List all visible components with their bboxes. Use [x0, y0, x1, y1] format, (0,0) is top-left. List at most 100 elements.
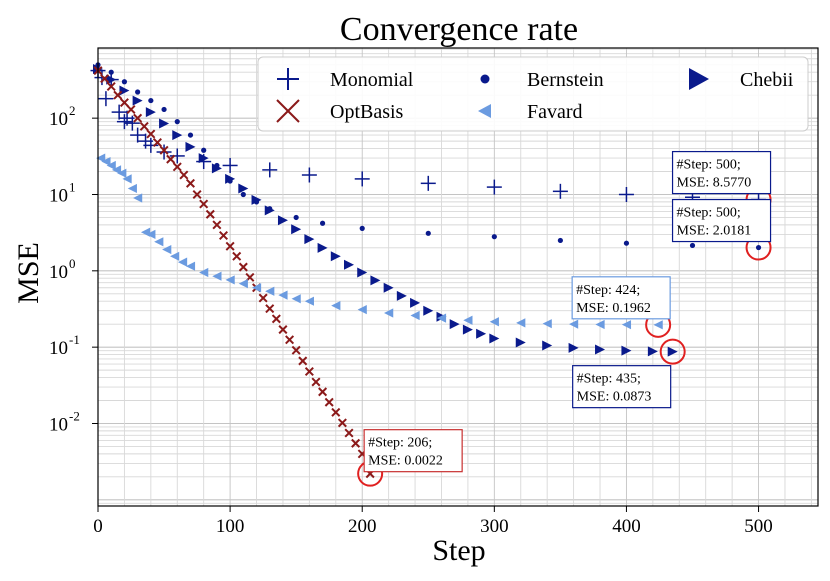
point-favard [212, 271, 222, 281]
point-optbasis [212, 220, 222, 230]
annotation-box [571, 276, 671, 320]
annotation-3: #Step: 435; MSE: 0.0873 [572, 338, 686, 409]
point-bernstein [491, 234, 497, 240]
point-monomial [169, 148, 185, 164]
point-bernstein [148, 97, 154, 104]
point-optbasis [185, 178, 195, 188]
point-optbasis-b [146, 129, 156, 139]
point-optbasis-b [185, 178, 195, 188]
point-optbasis-b [159, 145, 169, 155]
point-optbasis [304, 366, 314, 376]
point-chebii [357, 267, 368, 278]
annotation-line2: MSE: 2.0181 [677, 224, 752, 239]
annotation-line2: MSE: 0.0022 [368, 454, 443, 469]
point-monomial [420, 175, 436, 191]
point-optbasis [225, 241, 235, 251]
point-bernstein [121, 79, 128, 85]
point-optbasis [100, 74, 110, 84]
annotation-box [363, 429, 463, 473]
point-favard [251, 283, 262, 293]
point-bernstein [293, 214, 299, 221]
point-favard [170, 251, 180, 261]
y-tick-exponent: -1 [69, 332, 80, 347]
point-favard [225, 275, 235, 285]
point-monomial [111, 104, 127, 120]
point-optbasis [152, 137, 162, 147]
legend-label: Bernstein [527, 69, 604, 91]
point-bernstein [755, 244, 762, 251]
point-favard [133, 193, 143, 203]
point-optbasis-b [331, 407, 341, 417]
point-favard [127, 183, 137, 194]
annotation-line2: MSE: 0.1962 [576, 301, 651, 316]
point-bernstein [135, 89, 141, 95]
point-optbasis [139, 121, 149, 131]
point-bernstein [623, 240, 630, 246]
annotation-line1: #Step: 206; [368, 436, 432, 451]
point-chebii [410, 297, 421, 308]
annotation-line2: MSE: 8.5770 [677, 176, 752, 191]
point-optbasis [311, 377, 321, 387]
point-optbasis [318, 387, 328, 397]
point-favard [199, 267, 209, 278]
point-favard [106, 160, 116, 171]
point-chebii [132, 95, 143, 106]
point-optbasis-b [205, 209, 215, 219]
point-favard [542, 319, 552, 329]
point-monomial [130, 127, 146, 143]
legend-box [257, 56, 809, 132]
point-chebii [277, 215, 288, 226]
x-tick-label: 400 [612, 516, 641, 537]
legend-item-optbasis: OptBasis [276, 99, 404, 123]
point-monomial [222, 157, 238, 173]
point-bernstein [174, 119, 180, 125]
point-favard [154, 237, 164, 247]
y-tick-exponent: 0 [69, 256, 76, 271]
point-chebii [172, 130, 183, 141]
point-favard [111, 165, 122, 175]
annotation-0: #Step: 500; MSE: 8.5770 [671, 150, 772, 213]
legend-marker-b [276, 99, 300, 123]
point-chebii [251, 194, 262, 205]
point-optbasis [258, 293, 268, 303]
point-favard [162, 244, 172, 255]
point-chebii [542, 340, 553, 351]
point-optbasis-b [278, 325, 288, 335]
legend: Monomial Bernstein Chebii OptBasis Favard [257, 56, 809, 132]
point-optbasis-b [179, 170, 189, 180]
point-optbasis [351, 438, 361, 448]
point-favard [568, 319, 579, 329]
point-chebii [304, 234, 315, 245]
point-optbasis-b [337, 418, 347, 428]
point-optbasis-b [218, 231, 229, 241]
point-bernstein [240, 191, 246, 198]
point-favard [101, 156, 111, 167]
point-optbasis [146, 129, 156, 139]
point-chebii [106, 74, 117, 85]
point-optbasis [337, 418, 347, 428]
y-tick-label: 10 [49, 262, 68, 283]
point-optbasis [265, 304, 275, 314]
legend-label: Favard [527, 101, 583, 123]
series-optbasis [93, 66, 375, 479]
point-optbasis [113, 90, 123, 100]
point-optbasis-b [166, 154, 176, 164]
point-chebii [423, 305, 434, 316]
annotation-2: #Step: 424; MSE: 0.1962 [571, 276, 672, 338]
point-chebii [159, 118, 170, 129]
point-optbasis-b [100, 74, 110, 84]
point-optbasis-b [225, 241, 235, 251]
point-chebii [344, 259, 355, 270]
point-favard [331, 301, 341, 311]
point-optbasis-b [318, 387, 328, 397]
point-favard [278, 290, 288, 300]
legend-item-monomial: Monomial [277, 68, 414, 91]
point-chebii [185, 141, 196, 152]
x-axis-label: Step [432, 534, 485, 567]
annotation-box [572, 365, 672, 409]
y-tick-exponent: 1 [69, 179, 76, 194]
point-chebii [370, 275, 381, 286]
point-chebii [264, 205, 275, 216]
x-tick-label: 300 [480, 516, 509, 537]
